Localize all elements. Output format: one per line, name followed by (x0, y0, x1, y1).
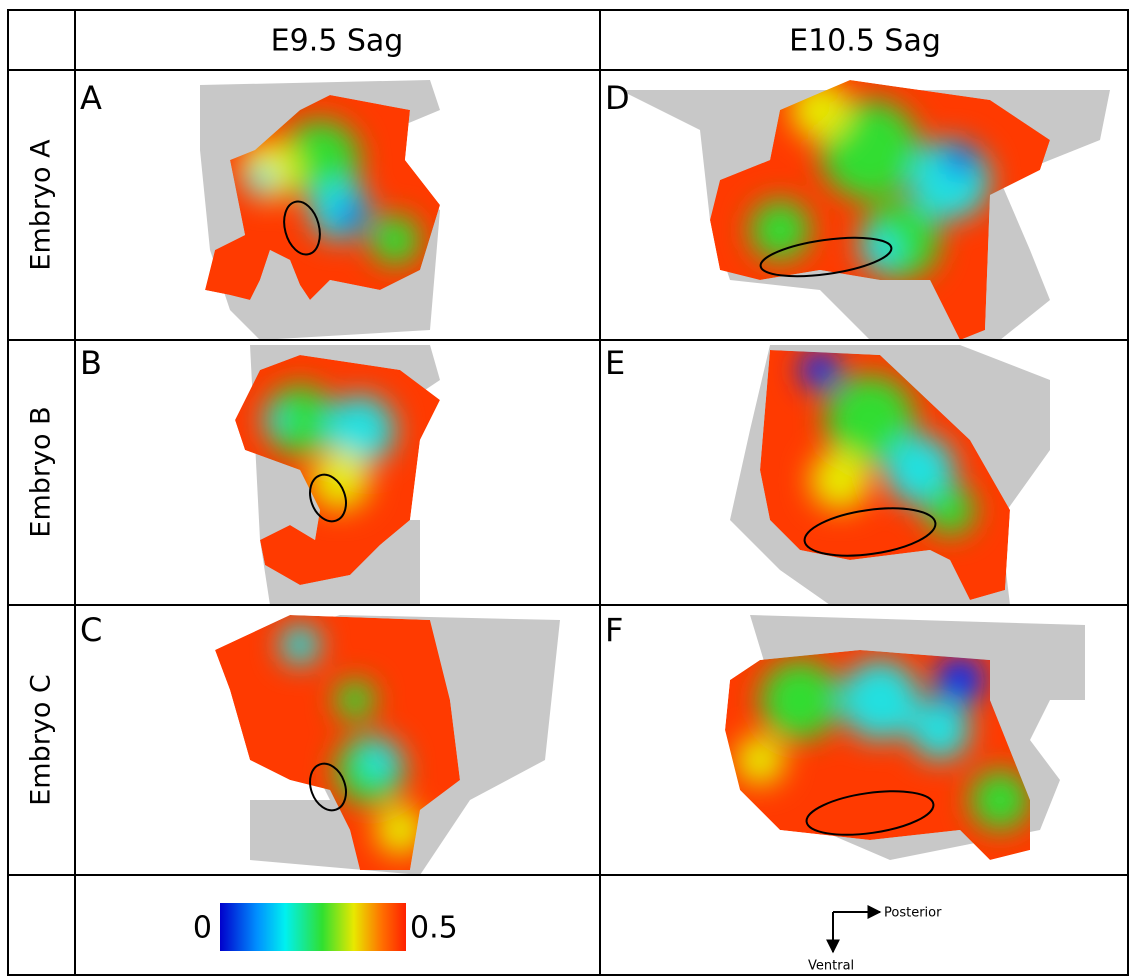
panel: D (605, 79, 1110, 340)
heatmap-blob (360, 740, 400, 780)
heatmap-blob (336, 201, 364, 229)
panel: F (605, 611, 1085, 860)
heatmap-blob (840, 660, 920, 740)
colorbar (220, 903, 406, 951)
panels: A D B E C F (80, 79, 1110, 875)
panel: A (80, 79, 440, 340)
heatmap-blob (335, 680, 375, 720)
ventral-label: Ventral (808, 959, 854, 974)
figure: A D B E C F E9.5 Sag E10.5 Sag Embryo A Embry… (0, 0, 1131, 977)
panel-letter: F (605, 611, 623, 649)
heatmap-blob (810, 450, 870, 510)
panel: C (80, 611, 560, 875)
panel-letter: A (80, 79, 102, 117)
posterior-label: Posterior (884, 906, 942, 921)
heatmap-blob (935, 655, 985, 705)
panel-letter: E (605, 344, 625, 382)
heatmap-blob (800, 350, 840, 390)
heatmap-blob (263, 408, 287, 432)
heatmap-blob (970, 770, 1030, 830)
heatmap-blob (760, 660, 840, 740)
panel: E (605, 344, 1050, 605)
heatmap-blob (370, 215, 420, 265)
heatmap-blob (280, 625, 320, 665)
panel-letter: D (605, 79, 630, 117)
row-label: Embryo B (26, 406, 57, 537)
column-header: E10.5 Sag (789, 24, 941, 59)
heatmap-blob (910, 700, 970, 760)
panel-letter: C (80, 611, 102, 649)
heatmap-blob (860, 230, 900, 270)
row-label: Embryo A (26, 139, 57, 271)
heatmap-blob (310, 450, 370, 510)
colorbar-min: 0 (193, 911, 212, 946)
page: A D B E C F E9.5 Sag E10.5 Sag Embryo A Embry… (0, 0, 1131, 977)
panel-letter: B (80, 344, 102, 382)
heatmap (725, 650, 1030, 860)
heatmap-blob (790, 80, 850, 140)
heatmap-blob (735, 735, 785, 785)
colorbar-max: 0.5 (410, 911, 458, 946)
heatmap-blob (925, 485, 975, 535)
heatmap-blob (945, 145, 975, 175)
heatmap-blob (246, 166, 274, 194)
row-label: Embryo C (26, 674, 57, 806)
panel: B (80, 344, 440, 605)
column-header: E9.5 Sag (271, 24, 404, 59)
